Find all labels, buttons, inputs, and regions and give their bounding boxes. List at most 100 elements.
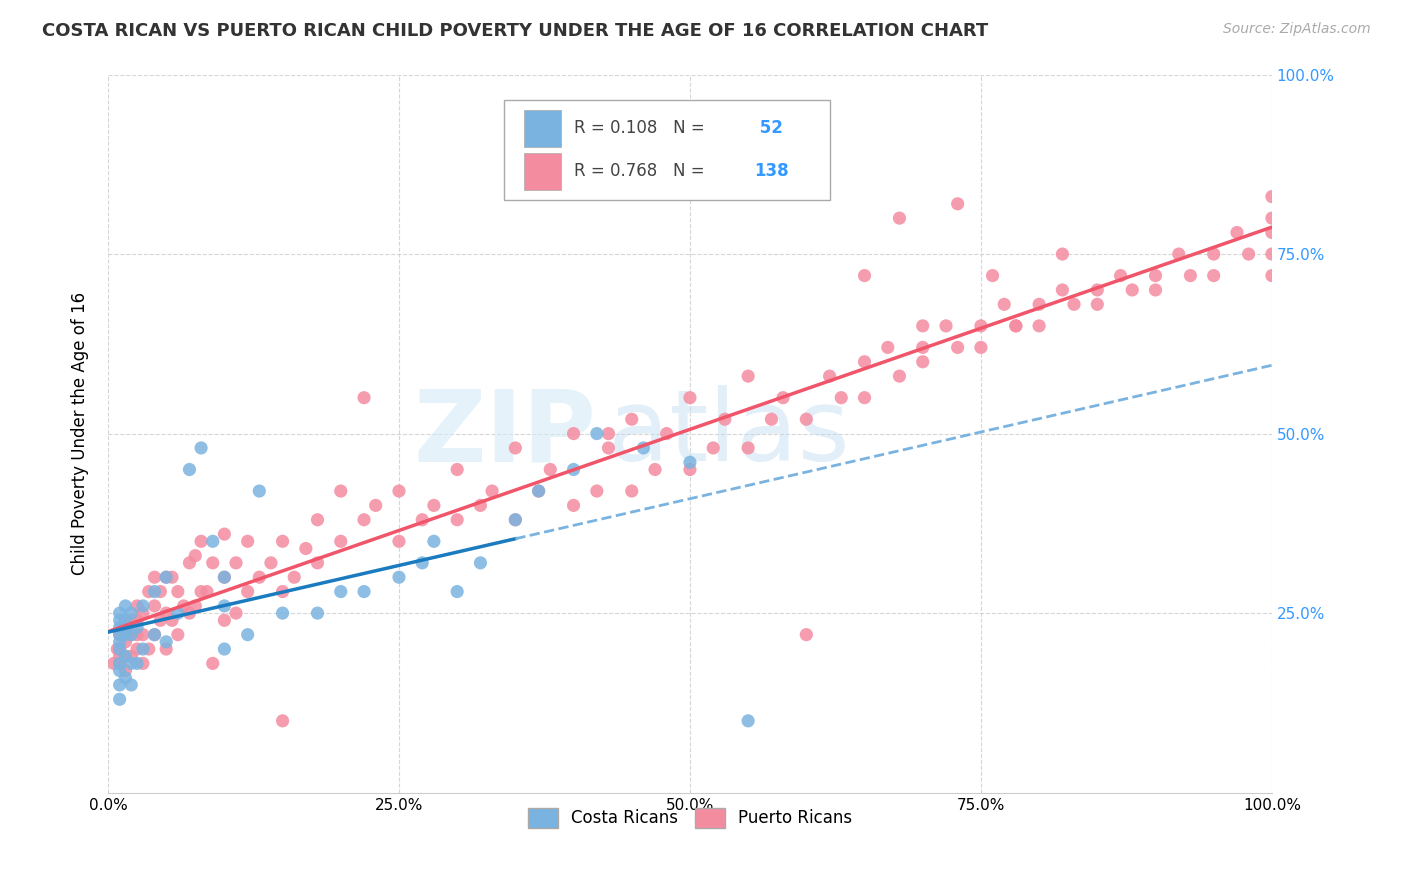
- Point: [772, 391, 794, 405]
- Point: [143, 628, 166, 642]
- Point: [364, 499, 387, 513]
- Point: [876, 340, 898, 354]
- Point: [527, 483, 550, 498]
- Point: [149, 584, 172, 599]
- Point: [114, 671, 136, 685]
- Point: [114, 599, 136, 613]
- Point: [585, 426, 607, 441]
- Point: [1085, 297, 1108, 311]
- Text: R = 0.768   N =: R = 0.768 N =: [574, 162, 710, 180]
- Point: [108, 606, 131, 620]
- Point: [214, 599, 236, 613]
- Point: [179, 606, 201, 620]
- Point: [1109, 268, 1132, 283]
- Point: [423, 534, 446, 549]
- Point: [1028, 318, 1050, 333]
- Point: [470, 556, 492, 570]
- Point: [889, 369, 911, 384]
- Point: [179, 556, 201, 570]
- Point: [295, 541, 318, 556]
- Point: [307, 513, 329, 527]
- Point: [562, 426, 585, 441]
- Point: [114, 664, 136, 678]
- Point: [388, 483, 411, 498]
- Point: [598, 441, 620, 455]
- Point: [1144, 283, 1167, 297]
- Point: [179, 462, 201, 476]
- Point: [737, 369, 759, 384]
- Point: [818, 369, 841, 384]
- Point: [114, 620, 136, 634]
- Point: [853, 391, 876, 405]
- Point: [1121, 283, 1143, 297]
- Text: atlas: atlas: [609, 385, 851, 482]
- Point: [190, 534, 212, 549]
- Point: [307, 606, 329, 620]
- Point: [505, 441, 527, 455]
- Point: [830, 391, 852, 405]
- Point: [1063, 297, 1085, 311]
- Point: [201, 534, 224, 549]
- Point: [1202, 247, 1225, 261]
- Point: [598, 426, 620, 441]
- Point: [120, 606, 142, 620]
- Point: [114, 628, 136, 642]
- Point: [247, 483, 270, 498]
- Point: [702, 441, 724, 455]
- Point: [143, 599, 166, 613]
- Point: [138, 642, 160, 657]
- Point: [108, 628, 131, 642]
- Point: [108, 628, 131, 642]
- Point: [1202, 268, 1225, 283]
- Point: [108, 692, 131, 706]
- Point: [388, 534, 411, 549]
- Point: [329, 534, 352, 549]
- Point: [155, 642, 177, 657]
- Point: [1226, 226, 1249, 240]
- Point: [562, 499, 585, 513]
- Point: [470, 499, 492, 513]
- Point: [423, 499, 446, 513]
- Point: [132, 642, 155, 657]
- Point: [481, 483, 503, 498]
- Point: [329, 483, 352, 498]
- Point: [120, 628, 142, 642]
- Point: [155, 570, 177, 584]
- Point: [132, 606, 155, 620]
- Point: [1261, 211, 1284, 226]
- Point: [1180, 268, 1202, 283]
- Point: [120, 628, 142, 642]
- Point: [105, 642, 128, 657]
- Point: [527, 483, 550, 498]
- Point: [149, 613, 172, 627]
- Point: [1028, 297, 1050, 311]
- Point: [737, 441, 759, 455]
- Point: [679, 462, 702, 476]
- Point: [247, 570, 270, 584]
- Point: [108, 657, 131, 671]
- Point: [184, 599, 207, 613]
- Point: [329, 584, 352, 599]
- Text: 138: 138: [754, 162, 789, 180]
- Point: [236, 534, 259, 549]
- FancyBboxPatch shape: [523, 153, 561, 190]
- Point: [114, 613, 136, 627]
- Point: [411, 513, 433, 527]
- Point: [143, 628, 166, 642]
- Point: [120, 657, 142, 671]
- Point: [1005, 318, 1028, 333]
- Point: [679, 455, 702, 469]
- Point: [1261, 247, 1284, 261]
- Point: [114, 649, 136, 664]
- Point: [143, 584, 166, 599]
- Point: [108, 649, 131, 664]
- Text: ZIP: ZIP: [413, 385, 596, 482]
- Point: [120, 613, 142, 627]
- Text: COSTA RICAN VS PUERTO RICAN CHILD POVERTY UNDER THE AGE OF 16 CORRELATION CHART: COSTA RICAN VS PUERTO RICAN CHILD POVERT…: [42, 22, 988, 40]
- Point: [166, 584, 188, 599]
- Point: [1261, 189, 1284, 203]
- Point: [127, 628, 149, 642]
- Text: R = 0.108   N =: R = 0.108 N =: [574, 120, 710, 137]
- Point: [737, 714, 759, 728]
- Point: [935, 318, 957, 333]
